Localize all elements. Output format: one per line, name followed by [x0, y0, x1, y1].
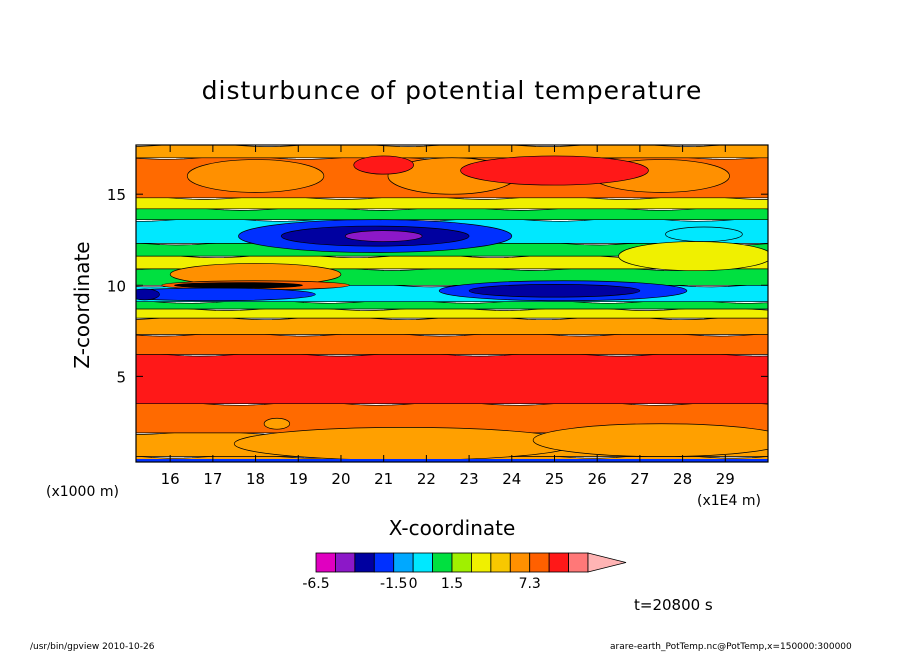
colorbar-swatch — [412, 552, 433, 573]
bottom-strip — [136, 459, 768, 462]
x-tick-label: 23 — [460, 470, 479, 488]
colorbar-swatch — [471, 552, 492, 573]
x-axis-unit-left: (x1000 m) — [46, 484, 119, 500]
y-tick-label: 15 — [107, 186, 126, 204]
footer-source: arare-earth_PotTemp.nc@PotTemp,x=150000:… — [610, 642, 852, 652]
contour-region — [532, 423, 768, 457]
chart-title: disturbunce of potential temperature — [201, 76, 703, 105]
colorbar-swatch — [432, 552, 453, 573]
plot-frame — [135, 144, 769, 463]
contour-band — [136, 316, 768, 335]
x-tick-label: 16 — [161, 470, 180, 488]
contour-region — [136, 287, 316, 302]
contour-region — [344, 230, 423, 242]
colorbar-label: -1.5 — [380, 576, 407, 592]
colorbar-swatch — [315, 552, 336, 573]
x-tick-label: 27 — [630, 470, 649, 488]
colorbar-swatch — [548, 552, 569, 573]
x-axis-unit-right: (x1E4 m) — [697, 493, 761, 509]
x-tick-label: 21 — [374, 470, 393, 488]
colorbar-swatch — [335, 552, 356, 573]
y-tick-label: 10 — [107, 277, 126, 295]
colorbar-arrow — [587, 552, 627, 573]
contour-region — [186, 159, 325, 193]
x-tick-label: 29 — [716, 470, 735, 488]
x-tick-label: 25 — [545, 470, 564, 488]
x-tick-label: 20 — [331, 470, 350, 488]
x-tick-label: 17 — [203, 470, 222, 488]
contour-region — [174, 282, 303, 289]
contour-region — [233, 427, 577, 461]
colorbar-label: -6.5 — [302, 576, 329, 592]
contour-region — [665, 226, 743, 242]
y-tick-label: 5 — [116, 368, 126, 386]
x-tick-label: 24 — [502, 470, 521, 488]
contour-band — [136, 332, 768, 355]
contour-region — [468, 284, 641, 298]
contour-region — [618, 241, 768, 272]
x-axis-label: X-coordinate — [388, 516, 516, 540]
colorbar-swatch — [373, 552, 395, 573]
colorbar-swatch — [509, 552, 531, 573]
footer-command: /usr/bin/gpview 2010-10-26 — [30, 642, 155, 652]
x-tick-label: 19 — [289, 470, 308, 488]
contour-region — [263, 417, 291, 430]
x-tick-label: 22 — [417, 470, 436, 488]
colorbar-swatch — [568, 552, 589, 573]
contour-region — [460, 155, 649, 186]
colorbar-label: 1.5 — [441, 576, 463, 592]
x-tick-label: 28 — [673, 470, 692, 488]
colorbar-label: 7.3 — [519, 576, 541, 592]
colorbar-swatch — [393, 552, 414, 573]
colorbar-swatch — [529, 552, 550, 573]
plot-area — [136, 145, 768, 462]
colorbar-swatch — [490, 552, 511, 573]
colorbar-swatch — [354, 552, 375, 573]
colorbar-label: 0 — [409, 576, 418, 592]
contour-band — [136, 352, 768, 405]
x-tick-label: 18 — [246, 470, 265, 488]
colorbar-swatch — [451, 552, 472, 573]
x-tick-label: 26 — [588, 470, 607, 488]
contour-region — [136, 288, 160, 301]
contour-region — [353, 155, 414, 175]
time-label: t=20800 s — [634, 596, 713, 614]
